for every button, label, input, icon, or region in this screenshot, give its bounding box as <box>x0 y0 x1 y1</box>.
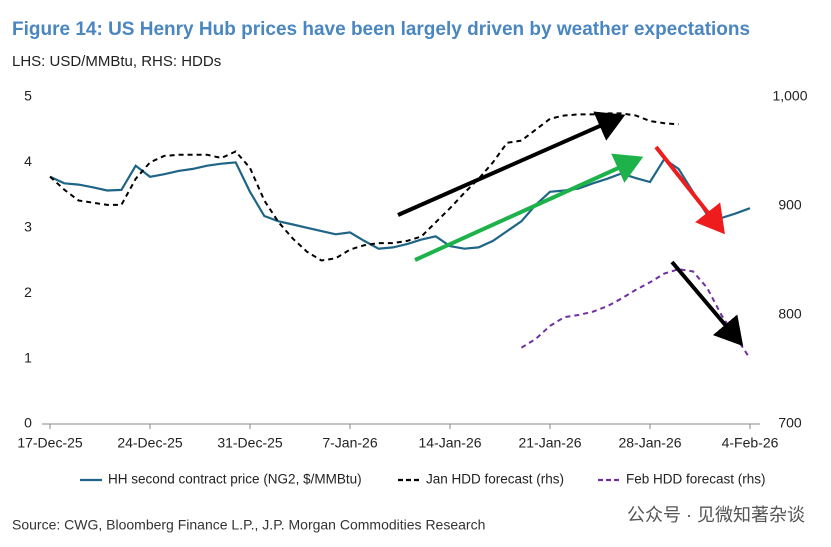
x-tick-label: 4-Feb-26 <box>722 435 779 451</box>
subtitle: LHS: USD/MMBtu, RHS: HDDs <box>12 53 221 70</box>
x-tick-label: 17-Dec-25 <box>17 435 83 451</box>
annotation-arrows <box>397 111 744 347</box>
legend-label: Feb HDD forecast (rhs) <box>626 472 766 487</box>
y-tick-label: 4 <box>24 153 32 169</box>
legend-label: HH second contract price (NG2, $/MMBtu) <box>108 472 362 487</box>
source: Source: CWG, Bloomberg Finance L.P., J.P… <box>12 517 485 533</box>
y2-tick-label: 700 <box>778 415 802 431</box>
y-tick-label: 5 <box>24 88 32 104</box>
x-tick-label: 14-Jan-26 <box>418 435 481 451</box>
y2-tick-label: 1,000 <box>772 88 807 104</box>
x-tick-label: 21-Jan-26 <box>518 435 581 451</box>
x-tick-label: 7-Jan-26 <box>322 435 377 451</box>
arrow <box>654 145 725 235</box>
y2-tick-label: 900 <box>778 197 802 213</box>
arrow <box>397 111 626 217</box>
y-tick-label: 2 <box>24 284 32 300</box>
series-line <box>49 157 751 250</box>
x-tick-label: 28-Jan-26 <box>618 435 681 451</box>
arrow <box>414 153 644 262</box>
plot-area <box>49 112 751 360</box>
y2-tick-label: 800 <box>778 306 802 322</box>
chart-title: Figure 14: US Henry Hub prices have been… <box>12 19 750 40</box>
watermark: 公众号 · 见微知著杂谈 <box>627 505 805 525</box>
x-tick-label: 24-Dec-25 <box>117 435 183 451</box>
legend-label: Jan HDD forecast (rhs) <box>426 472 564 487</box>
y-tick-label: 1 <box>24 349 32 365</box>
series-line <box>49 112 679 262</box>
y-tick-label: 3 <box>24 219 32 235</box>
x-tick-label: 31-Dec-25 <box>217 435 283 451</box>
series-line <box>520 268 751 360</box>
y-tick-label: 0 <box>24 415 32 431</box>
arrow <box>670 260 744 347</box>
